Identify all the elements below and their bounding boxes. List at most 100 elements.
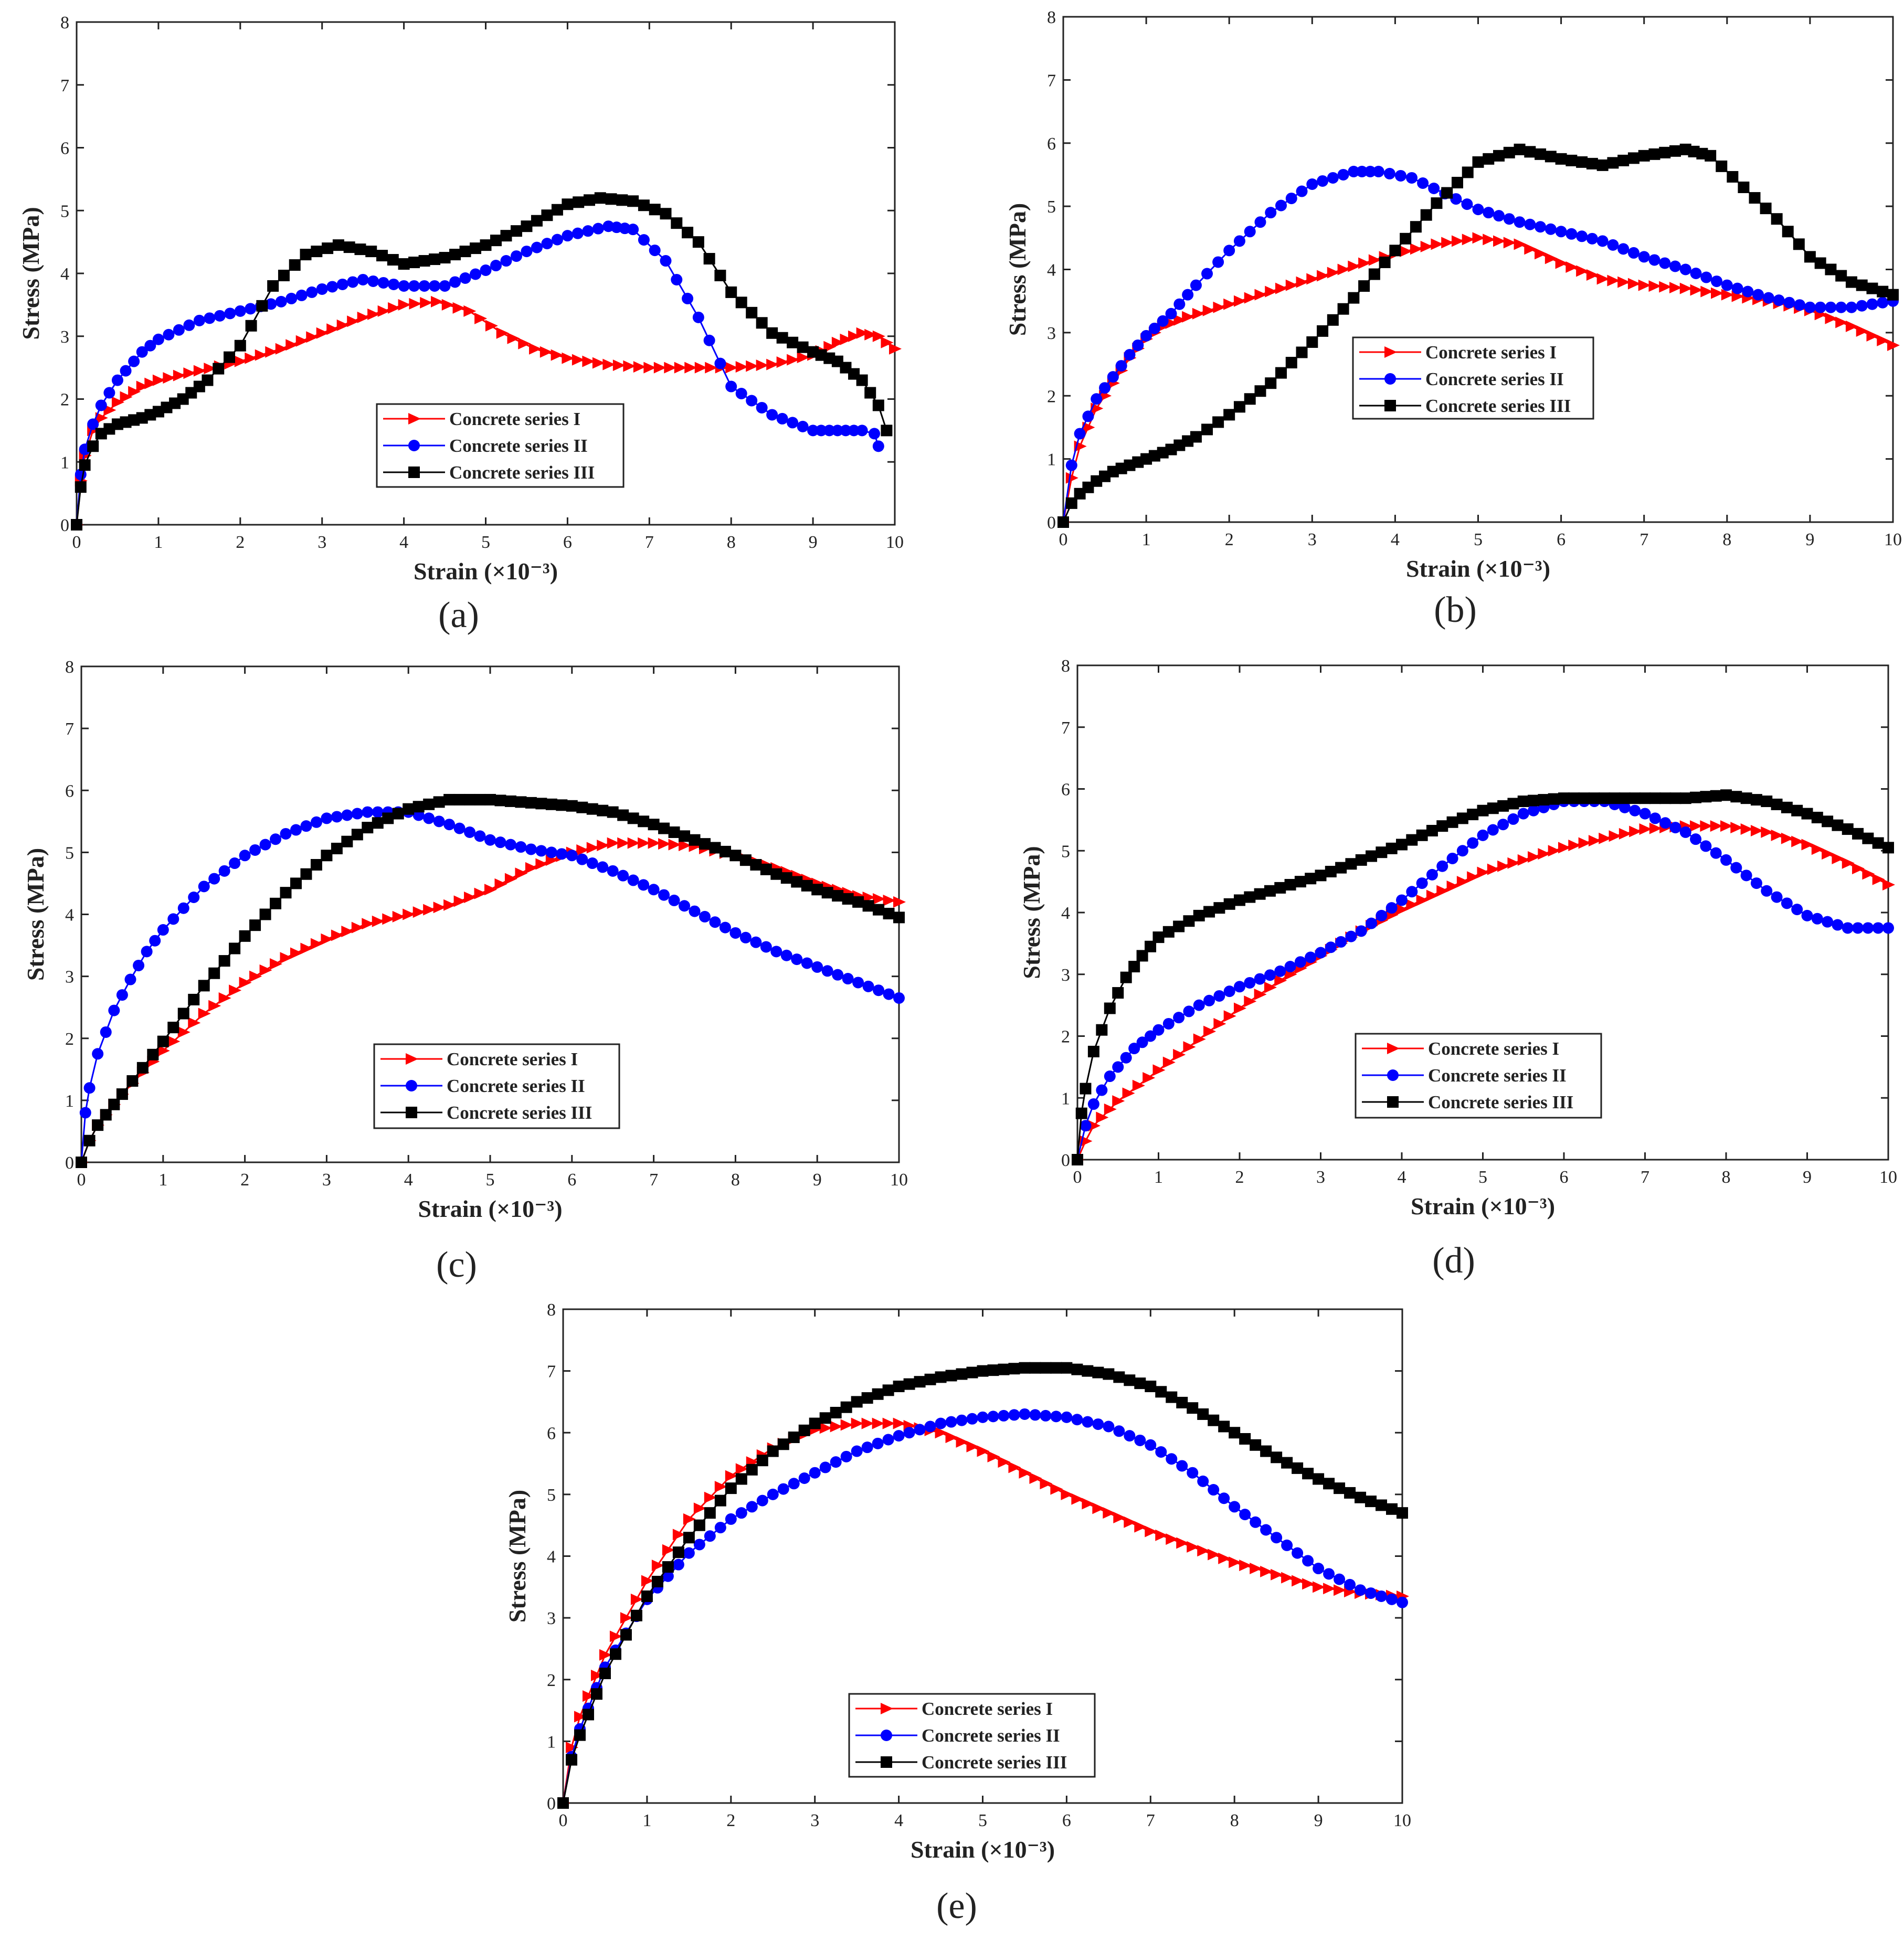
data-point — [714, 1481, 727, 1493]
data-point — [1497, 860, 1510, 872]
y-tick-label: 1 — [547, 1732, 556, 1752]
data-point — [1383, 167, 1395, 179]
data-point — [1275, 282, 1288, 294]
data-point — [729, 850, 742, 862]
data-point — [903, 1378, 915, 1390]
data-point — [767, 1488, 779, 1500]
data-point — [856, 425, 868, 437]
data-point — [1317, 270, 1330, 282]
data-point — [633, 361, 646, 373]
x-tick-label: 2 — [240, 1170, 249, 1190]
x-tick-label: 4 — [894, 1811, 903, 1830]
data-point — [1075, 1107, 1087, 1119]
data-point — [556, 799, 568, 811]
data-point — [862, 900, 874, 912]
data-point — [177, 1008, 189, 1020]
data-point — [275, 343, 288, 355]
data-point — [439, 280, 451, 292]
data-point — [128, 355, 140, 367]
data-point — [141, 946, 153, 958]
data-point — [464, 826, 476, 838]
data-point — [638, 234, 650, 246]
data-point — [856, 374, 868, 386]
data-point — [398, 280, 410, 292]
data-point — [290, 824, 302, 836]
data-point — [1213, 902, 1225, 914]
data-point — [704, 1491, 717, 1503]
data-point — [914, 1376, 926, 1388]
data-point — [1190, 279, 1202, 291]
data-point — [1334, 1482, 1346, 1494]
data-point — [1229, 1427, 1241, 1439]
data-point — [1296, 276, 1309, 288]
data-point — [245, 352, 258, 364]
data-point — [1483, 234, 1496, 246]
y-tick-label: 3 — [1047, 324, 1056, 343]
data-point — [1145, 1525, 1158, 1538]
data-point — [746, 360, 759, 372]
data-point — [1607, 239, 1619, 251]
x-tick-label: 8 — [1230, 1811, 1239, 1830]
data-point — [504, 795, 516, 807]
data-point — [787, 354, 800, 366]
data-point — [290, 947, 303, 959]
data-point — [541, 238, 553, 250]
data-point — [1173, 314, 1187, 326]
data-point — [500, 230, 512, 242]
y-tick-label: 6 — [65, 781, 74, 801]
data-point — [183, 367, 196, 379]
data-point — [1145, 1381, 1157, 1393]
data-point — [1218, 1420, 1230, 1433]
data-point — [966, 1366, 978, 1379]
data-point — [1771, 213, 1783, 225]
data-point — [280, 828, 292, 840]
data-point — [679, 830, 691, 842]
data-point — [725, 362, 738, 374]
data-point — [1720, 854, 1732, 866]
data-point — [1877, 285, 1889, 298]
data-point — [464, 892, 477, 904]
data-point — [861, 1417, 874, 1429]
data-point — [1187, 1541, 1200, 1553]
data-point — [267, 280, 279, 292]
data-point — [1441, 237, 1454, 249]
data-point — [1679, 282, 1693, 294]
data-point — [574, 1711, 587, 1723]
data-point — [856, 327, 869, 339]
data-point — [1264, 969, 1276, 981]
data-point — [1208, 1549, 1221, 1561]
data-point — [1762, 292, 1774, 304]
data-point — [788, 1478, 800, 1490]
y-tick-label: 1 — [1061, 1089, 1070, 1108]
data-point — [188, 892, 200, 904]
data-point — [1679, 826, 1691, 838]
data-point — [484, 793, 496, 805]
data-point — [831, 336, 844, 348]
data-point — [798, 1424, 810, 1436]
data-point — [167, 1022, 179, 1034]
data-point — [372, 915, 385, 927]
data-point — [1155, 1446, 1167, 1458]
data-point — [1345, 930, 1357, 942]
legend: Concrete series I Concrete series II Concr… — [373, 1043, 620, 1129]
x-tick-label: 3 — [318, 533, 326, 552]
data-point — [735, 1473, 747, 1485]
data-point — [668, 839, 681, 851]
data-point — [494, 878, 507, 890]
data-point — [1659, 792, 1672, 804]
data-point — [798, 1472, 810, 1484]
data-point — [1649, 792, 1661, 804]
data-point — [760, 863, 772, 875]
x-tick-label: 8 — [1722, 1168, 1731, 1187]
data-point — [108, 1004, 120, 1016]
data-point — [470, 268, 482, 280]
data-point — [1524, 243, 1537, 255]
data-point — [183, 319, 195, 331]
data-point — [1306, 336, 1318, 348]
data-point — [586, 803, 598, 815]
data-point — [945, 1416, 957, 1428]
data-point — [998, 1409, 1010, 1422]
x-tick-label: 6 — [1062, 1811, 1071, 1830]
data-point — [1071, 1363, 1083, 1375]
data-point — [1113, 1371, 1125, 1383]
